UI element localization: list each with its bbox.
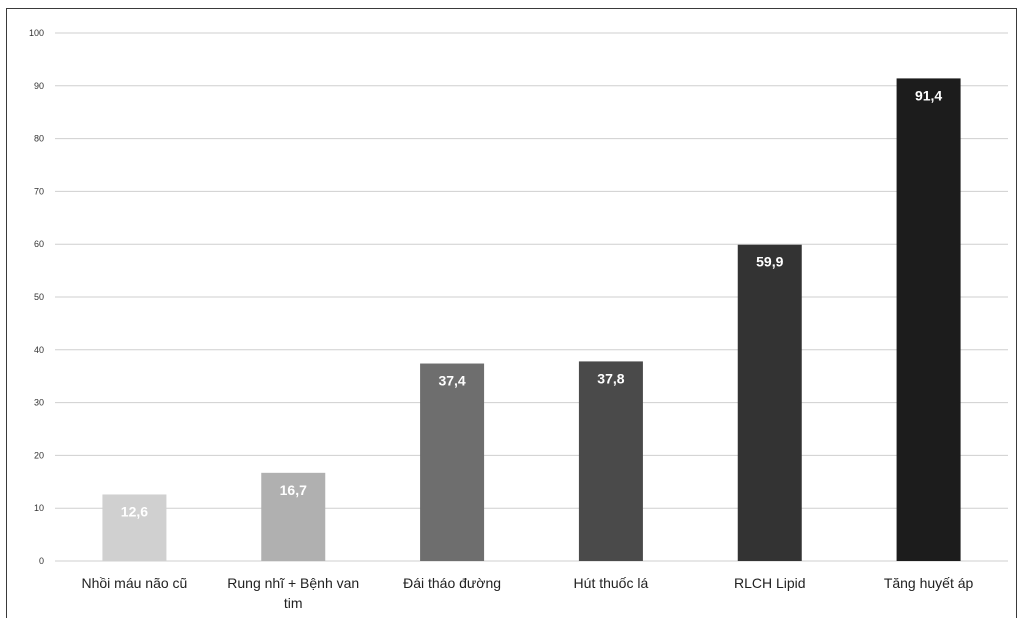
y-tick-label: 60	[34, 239, 44, 249]
x-category-label: Nhồi máu não cũ	[81, 575, 187, 591]
y-tick-label: 100	[29, 28, 44, 38]
data-label: 37,4	[438, 373, 465, 389]
y-tick-label: 40	[34, 345, 44, 355]
x-category-label: Tăng huyết áp	[884, 575, 974, 591]
bar	[896, 78, 961, 562]
x-category-label: tim	[284, 595, 303, 611]
y-tick-label: 10	[34, 503, 44, 513]
y-tick-label: 20	[34, 450, 44, 460]
y-tick-label: 30	[34, 398, 44, 408]
y-tick-label: 70	[34, 186, 44, 196]
x-category-label: Đái tháo đường	[403, 575, 501, 591]
bar	[102, 494, 167, 561]
y-tick-label: 80	[34, 134, 44, 144]
y-tick-label: 0	[39, 556, 44, 566]
data-label: 59,9	[756, 254, 783, 270]
bar	[261, 472, 326, 561]
x-category-label: Rung nhĩ + Bệnh van	[227, 575, 359, 591]
data-label: 12,6	[121, 503, 148, 519]
data-label: 91,4	[915, 87, 942, 103]
chart-frame	[6, 8, 1017, 618]
data-label: 37,8	[597, 370, 624, 386]
y-tick-label: 90	[34, 81, 44, 91]
bar	[737, 244, 802, 561]
bar	[578, 361, 643, 561]
x-category-label: Hút thuốc lá	[574, 575, 649, 591]
bar	[420, 363, 485, 561]
data-label: 16,7	[280, 482, 307, 498]
x-category-label: RLCH Lipid	[734, 575, 806, 591]
y-tick-label: 50	[34, 292, 44, 302]
